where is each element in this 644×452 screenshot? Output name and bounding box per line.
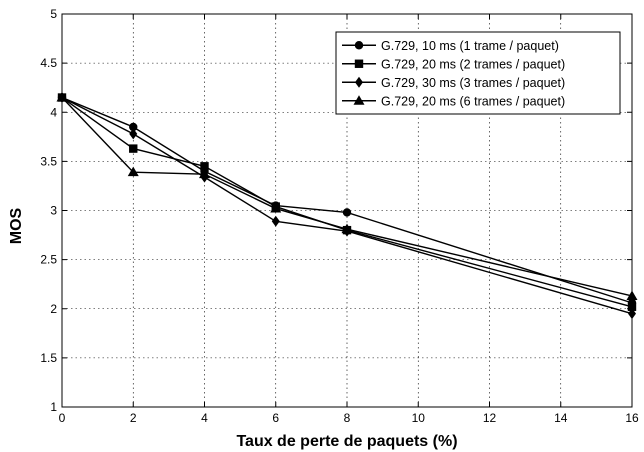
legend-label: G.729, 10 ms (1 trame / paquet) xyxy=(381,39,559,53)
x-tick-label: 16 xyxy=(625,411,639,425)
data-point xyxy=(628,308,636,320)
y-tick-label: 4 xyxy=(50,105,57,119)
legend-entry-4: G.729, 20 ms (6 trames / paquet) xyxy=(342,94,565,108)
y-tick-label: 3 xyxy=(50,204,57,218)
legend-marker xyxy=(354,41,364,50)
data-point xyxy=(627,302,637,311)
series-layer xyxy=(56,92,638,320)
data-point xyxy=(271,215,280,227)
data-point xyxy=(199,168,210,179)
series-2 xyxy=(57,93,637,311)
series-1 xyxy=(57,93,637,308)
axes: 0 2 4 6 8 10 12 14 16 1 1.5 2 2.5 3 3.5 4 4.5 5 xyxy=(40,7,639,425)
series-3 xyxy=(58,92,636,320)
series-line xyxy=(61,97,633,297)
legend-marker xyxy=(354,59,364,68)
data-point xyxy=(200,162,209,171)
data-point xyxy=(270,203,282,213)
data-point xyxy=(129,128,138,140)
x-tick-label: 12 xyxy=(483,411,497,425)
y-tick-label: 5 xyxy=(50,7,57,21)
data-point xyxy=(626,290,638,300)
y-tick-label: 4.5 xyxy=(40,56,57,70)
x-tick-label: 14 xyxy=(554,411,568,425)
x-tick-label: 6 xyxy=(272,411,279,425)
legend-label: G.729, 20 ms (2 trames / paquet) xyxy=(381,57,565,71)
series-line xyxy=(61,96,633,308)
legend: G.729, 10 ms (1 trame / paquet) G.729, 20… xyxy=(335,31,621,115)
series-line xyxy=(61,96,633,315)
data-point xyxy=(129,122,138,132)
x-tick-label: 2 xyxy=(130,411,137,425)
legend-label: G.729, 30 ms (3 trames / paquet) xyxy=(381,76,565,90)
legend-label: G.729, 20 ms (6 trames / paquet) xyxy=(381,94,565,108)
series-4 xyxy=(56,92,638,300)
y-tick-label: 1.5 xyxy=(40,351,57,365)
legend-marker xyxy=(353,95,365,105)
legend-entry-3: G.729, 30 ms (3 trames / paquet) xyxy=(342,76,565,90)
data-point xyxy=(127,166,139,177)
data-point xyxy=(342,208,352,217)
x-axis-title: Taux de perte de paquets (%) xyxy=(236,433,457,450)
data-point xyxy=(341,223,353,234)
y-tick-label: 1 xyxy=(50,400,57,414)
x-tick-label: 0 xyxy=(59,411,66,425)
legend-entry-2: G.729, 20 ms (2 trames / paquet) xyxy=(342,57,565,71)
x-tick-label: 10 xyxy=(412,411,426,425)
x-tick-label: 8 xyxy=(344,411,351,425)
y-tick-label: 2 xyxy=(50,302,57,316)
y-axis-title: MOS xyxy=(8,207,25,244)
x-tick-label: 4 xyxy=(201,411,208,425)
legend-box xyxy=(335,31,621,115)
legend-entry-1: G.729, 10 ms (1 trame / paquet) xyxy=(342,39,559,53)
legend-marker xyxy=(355,76,363,88)
data-point xyxy=(56,92,68,102)
data-point xyxy=(129,144,138,153)
y-tick-label: 3.5 xyxy=(40,154,57,168)
series-line xyxy=(61,96,633,304)
y-tick-label: 2.5 xyxy=(40,253,57,267)
